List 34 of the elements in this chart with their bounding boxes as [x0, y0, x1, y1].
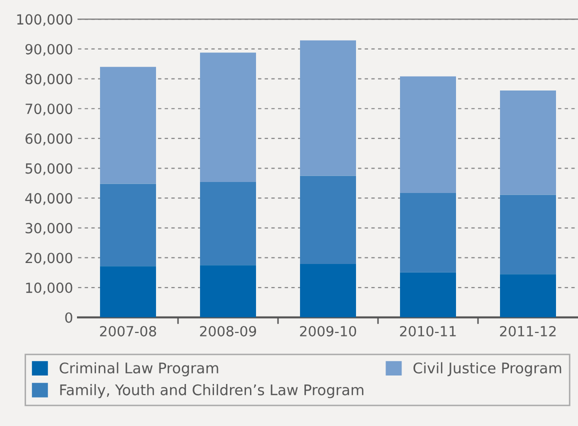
- x-tick-label: 2011-12: [500, 326, 556, 336]
- bar: [400, 76, 456, 194]
- x-tick-label: 2007-08: [100, 326, 156, 336]
- legend-label: Criminal Law Program: [60, 362, 218, 376]
- y-tick-label: 70,000: [26, 104, 72, 116]
- bar: [300, 264, 356, 318]
- bar: [400, 272, 456, 318]
- y-tick-label: 0: [65, 312, 72, 323]
- legend-label: Civil Justice Program: [414, 362, 562, 376]
- bar: [500, 194, 556, 274]
- y-tick-label: 10,000: [26, 282, 72, 294]
- y-tick-label: 90,000: [25, 44, 72, 56]
- y-tick-label: 40,000: [25, 193, 72, 205]
- y-tick-label: 100,000: [17, 14, 72, 26]
- bar: [200, 182, 256, 266]
- bar: [400, 193, 456, 272]
- y-tick-label: 20,000: [26, 252, 72, 265]
- bar: [500, 90, 556, 195]
- bar: [300, 176, 356, 264]
- legend-label: Family, Youth and Children’s Law Program: [60, 384, 364, 398]
- y-tick-label: 50,000: [26, 163, 72, 176]
- bar: [100, 184, 156, 266]
- y-tick-label: 30,000: [26, 222, 72, 235]
- bar: [100, 66, 156, 184]
- bar: [500, 274, 556, 318]
- y-tick-label: 80,000: [26, 74, 72, 86]
- x-tick-label: 2010-11: [400, 326, 456, 336]
- bar: [100, 266, 156, 318]
- bar: [300, 40, 356, 176]
- x-tick-label: 2008-09: [200, 326, 256, 336]
- bar: [200, 52, 256, 182]
- x-tick-label: 2009-10: [300, 326, 356, 336]
- y-tick-label: 60,000: [26, 133, 72, 146]
- bar: [200, 265, 256, 318]
